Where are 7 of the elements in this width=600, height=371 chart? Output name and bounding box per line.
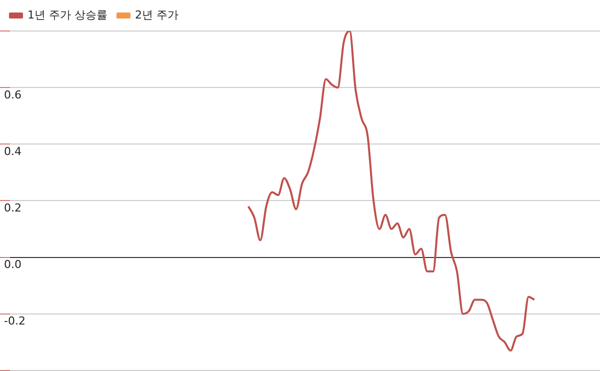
y-tick-label: 0.0 [4,258,22,272]
y-tick-label: -0.2 [4,314,26,328]
y-tick-label: 0.6 [4,88,22,102]
y-tick-label: 0.4 [4,144,22,158]
legend-label: 1년 주가 상승률 [28,8,108,22]
y-tick-label: 0.2 [4,202,22,215]
legend-label: 2년 주가 [134,8,178,22]
